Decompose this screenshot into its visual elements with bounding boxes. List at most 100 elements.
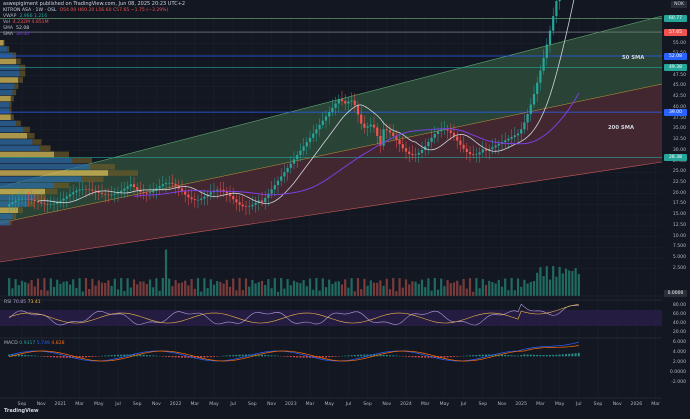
volume-bar <box>270 288 273 296</box>
macd-hist-bar <box>334 356 337 357</box>
volume-bar <box>577 274 580 296</box>
macd-hist-bar <box>549 354 551 357</box>
volume-bar <box>312 289 315 296</box>
price-tag: 28.38 <box>664 154 687 162</box>
time-axis-label: May <box>439 402 450 407</box>
candle-body <box>356 105 360 115</box>
candle-body <box>318 124 321 130</box>
candle-body <box>372 124 376 128</box>
volume-bar <box>385 278 388 296</box>
macd-hist-bar <box>312 356 315 358</box>
macd-hist-bar <box>453 356 455 357</box>
volume-bar <box>424 287 427 296</box>
volume-bar <box>468 278 472 296</box>
time-axis-label: Sep <box>132 402 142 407</box>
macd-hist-bar <box>542 355 545 357</box>
candle-body <box>27 198 30 200</box>
candle-body <box>289 163 292 168</box>
volume-bar <box>68 284 72 296</box>
volume-bar <box>200 291 203 296</box>
profile-bar-right <box>10 95 14 102</box>
macd-hist-bar <box>552 354 555 357</box>
macd-line-value: 5.749 <box>36 341 50 346</box>
macd-axis-label: 4.000 <box>672 350 686 355</box>
volume-bar <box>552 266 555 296</box>
macd-hist-bar <box>222 355 225 357</box>
rsi-legend[interactable]: RSI 70.85 73.41 <box>4 300 41 305</box>
macd-hist-bar <box>469 355 471 357</box>
profile-bar-right <box>45 188 58 195</box>
time-axis-label: Nov <box>612 402 622 407</box>
channel-mid-line <box>0 83 663 224</box>
candle-body <box>529 104 532 115</box>
legend-vwap-row[interactable]: VWAP 2.966 1.216 <box>3 14 168 20</box>
volume-bar <box>216 281 219 296</box>
profile-bar <box>0 176 81 182</box>
candle-body <box>126 186 129 189</box>
macd-hist-bar <box>523 354 526 357</box>
profile-bar <box>0 102 9 108</box>
volume-bar <box>228 286 232 296</box>
sma50-annotation[interactable]: 50 SMA <box>622 55 645 61</box>
candle-body <box>20 198 24 200</box>
macd-hist-bar <box>174 356 177 358</box>
candle-body <box>184 191 187 195</box>
macd-hist-bar <box>289 356 292 358</box>
macd-hist-bar <box>145 355 148 357</box>
volume-bar <box>257 282 260 296</box>
candle-body <box>110 194 113 196</box>
legend-sma1-row[interactable]: SMA 52.08 <box>3 26 168 32</box>
candle-body <box>68 194 72 197</box>
channel-bottom-line <box>0 161 663 263</box>
macd-hist-bar <box>555 354 558 357</box>
volume-bar <box>65 281 68 296</box>
candle-body <box>248 206 251 207</box>
macd-hist-bar <box>104 355 107 357</box>
macd-hist-bar <box>491 354 494 357</box>
candle-body <box>497 143 500 146</box>
macd-hist-bar <box>517 355 519 357</box>
sma-fast-line <box>37 0 575 205</box>
legend-symbol-row[interactable]: KITRON ASA · 1W · OSL O54.00 H60.20 L56.… <box>3 8 168 14</box>
candle-body <box>555 1 558 17</box>
volume-bar <box>113 278 116 296</box>
macd-hist-bar <box>408 356 411 357</box>
macd-hist-bar <box>270 355 273 357</box>
sma200-annotation[interactable]: 200 SMA <box>608 125 635 131</box>
volume-bar <box>443 286 446 296</box>
time-axis-label: Jul <box>345 402 352 407</box>
profile-bar-right <box>19 71 26 77</box>
candle-body <box>504 140 507 143</box>
macd-hist-bar <box>149 355 151 357</box>
candle-body <box>536 82 539 95</box>
candle-body <box>360 114 363 124</box>
trend-channel <box>0 15 663 263</box>
volume-bar <box>427 278 430 296</box>
volume-bar <box>420 279 424 296</box>
vwap-value: 2.966 1.216 <box>19 14 48 19</box>
candle-body <box>491 147 494 150</box>
volume-bar <box>497 279 500 296</box>
macd-hist-bar <box>113 354 116 357</box>
profile-bar-right <box>32 139 42 145</box>
macd-hist-bar <box>494 354 497 357</box>
candle-body <box>148 192 152 194</box>
macd-hist-bar <box>481 354 484 357</box>
macd-hist-bar <box>235 354 238 357</box>
volume-tag: 0.0000 <box>664 290 687 297</box>
macd-legend[interactable]: MACD 0.9317 5.749 4.828 <box>4 341 65 346</box>
candle-body <box>100 192 104 194</box>
macd-hist-bar <box>533 354 535 357</box>
symbol-label[interactable]: KITRON ASA · 1W · OSL <box>3 8 57 13</box>
macd-hist-bar <box>200 356 203 358</box>
volume-bar <box>283 288 286 296</box>
currency-badge[interactable]: NOK <box>671 1 687 8</box>
volume-bar <box>152 287 155 296</box>
legend-sma2-row[interactable]: SMA 39.00 <box>3 32 168 38</box>
macd-hist-bar <box>574 353 577 357</box>
candle-body <box>24 198 27 200</box>
legend-vol-row[interactable]: Vol 4.232M 4.851M <box>3 20 168 26</box>
volume-bar <box>446 280 449 296</box>
